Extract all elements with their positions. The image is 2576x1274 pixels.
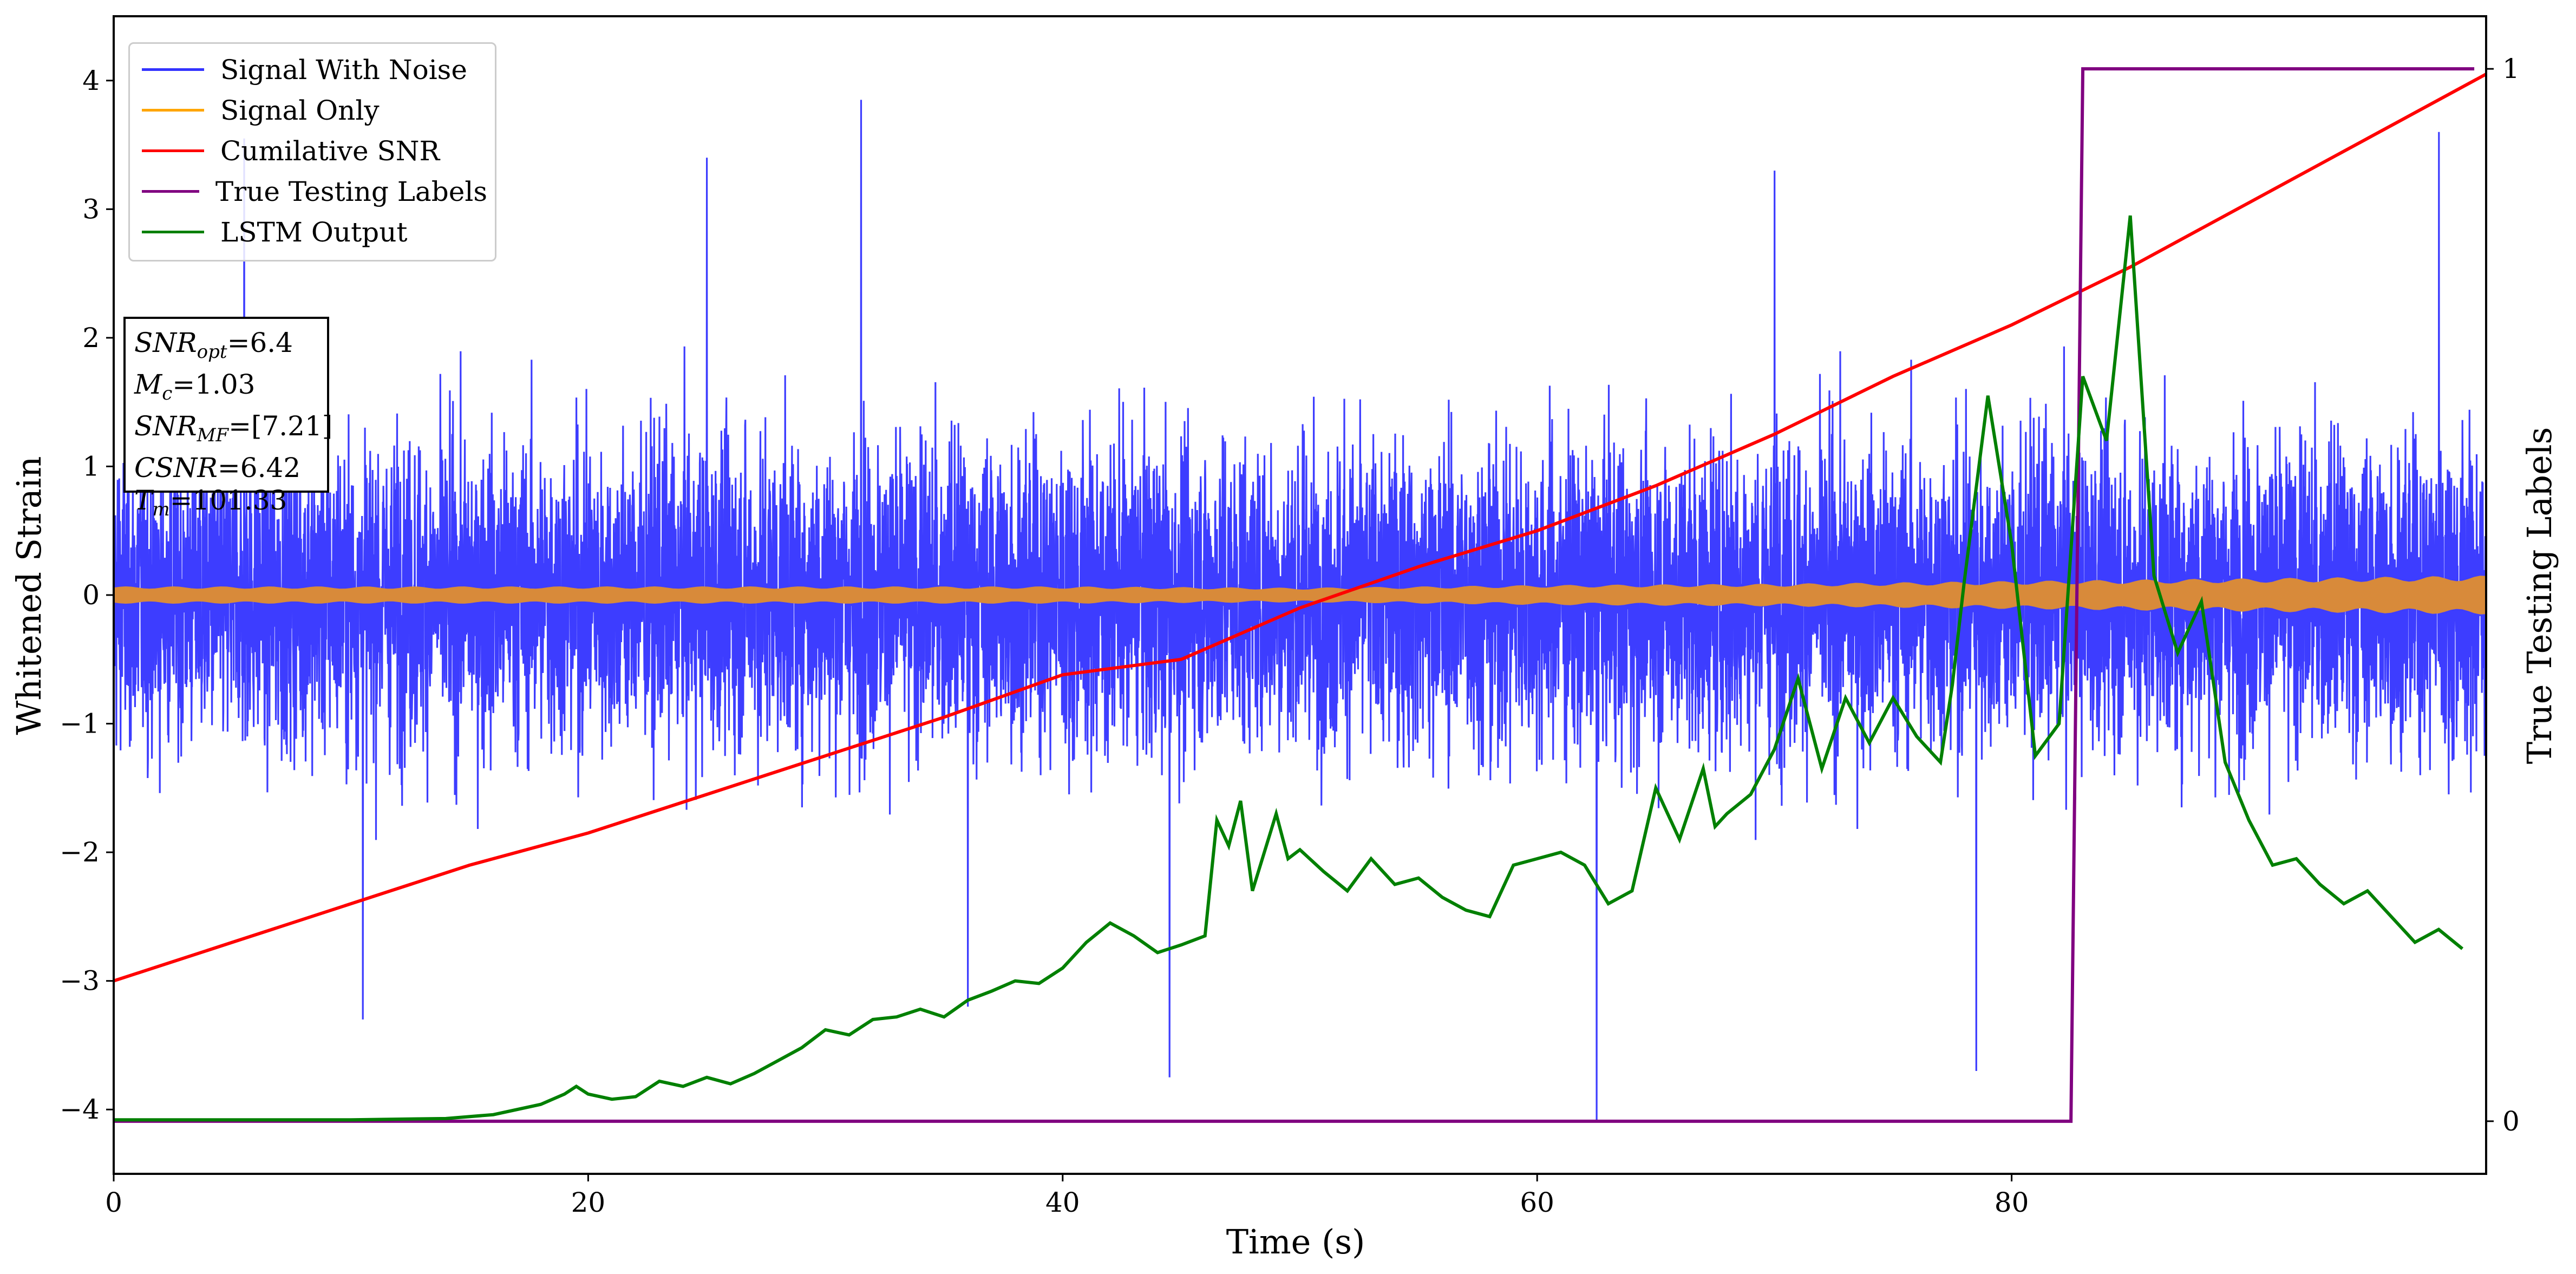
legend-item: LSTM Output xyxy=(138,212,487,252)
annotation-line: Mc=1.03 xyxy=(134,368,318,410)
legend-item: Signal With Noise xyxy=(138,49,487,90)
legend-swatch xyxy=(142,231,204,233)
legend-swatch xyxy=(142,109,204,112)
series-signal-only xyxy=(114,576,2486,615)
y-tick-label: 2 xyxy=(82,322,100,354)
y-tick-label: −3 xyxy=(60,965,100,997)
x-tick-label: 60 xyxy=(1520,1187,1554,1218)
series-lstm-output xyxy=(114,215,2464,1122)
annotation-symbol: Tm xyxy=(134,485,170,520)
legend: Signal With Noise Signal Only Cumilative S… xyxy=(128,42,496,262)
x-tick-label: 80 xyxy=(1995,1187,2029,1218)
legend-label: LSTM Output xyxy=(220,216,408,248)
x-tick-label: 0 xyxy=(105,1187,122,1218)
annotation-line: SNRMF=[7.21] xyxy=(134,410,332,452)
annotation-subscript: c xyxy=(162,383,173,404)
legend-swatch xyxy=(142,149,204,152)
series-cumulative-snr xyxy=(114,73,2486,983)
legend-label: True Testing Labels xyxy=(215,175,487,207)
legend-swatch xyxy=(142,68,204,71)
y2-tick-label: 0 xyxy=(2502,1106,2520,1137)
annotation-value: =101.33 xyxy=(169,485,287,516)
annotation-symbol: SNRMF xyxy=(134,410,229,446)
y-tick-label: 0 xyxy=(82,579,100,611)
annotation-symbol: CSNR xyxy=(134,452,218,484)
annotation-box: SNRopt=6.4 Mc=1.03 SNRMF=[7.21] CSNR=6.42 Tm… xyxy=(123,317,332,520)
annotation-subscript: opt xyxy=(197,341,227,363)
y2-axis-title: True Testing Labels xyxy=(2520,427,2559,765)
legend-item: Signal Only xyxy=(138,90,487,130)
y-tick-label: 1 xyxy=(82,450,100,482)
y-tick-label: −1 xyxy=(60,708,100,740)
annotation-line: SNRopt=6.4 xyxy=(134,326,318,368)
legend-item: Cumilative SNR xyxy=(138,130,487,171)
annotation-value: =6.4 xyxy=(227,327,293,358)
series-signal-with-noise xyxy=(114,100,2486,1123)
y-tick-label: −4 xyxy=(60,1094,100,1125)
legend-label: Cumilative SNR xyxy=(220,135,440,167)
legend-label: Signal With Noise xyxy=(220,54,467,86)
annotation-subscript: m xyxy=(152,499,170,520)
legend-item: True Testing Labels xyxy=(138,171,487,212)
annotation-value: =[7.21] xyxy=(228,410,333,442)
y-tick-label: −2 xyxy=(60,837,100,868)
annotation-value: =6.42 xyxy=(217,452,301,484)
annotation-symbol: SNRopt xyxy=(134,327,227,363)
x-tick-label: 20 xyxy=(571,1187,606,1218)
x-axis-title: Time (s) xyxy=(1226,1222,1365,1262)
annotation-subscript: MF xyxy=(197,424,229,446)
y-tick-label: 3 xyxy=(82,193,100,225)
legend-label: Signal Only xyxy=(220,94,380,126)
annotation-line: Tm=101.33 xyxy=(134,484,318,526)
y-tick-label: 4 xyxy=(82,65,100,96)
legend-swatch xyxy=(142,190,199,193)
annotation-symbol: Mc xyxy=(134,369,173,404)
y2-tick-label: 1 xyxy=(2502,53,2520,84)
series-true-testing-labels xyxy=(114,67,2475,1123)
y-axis-title: Whitened Strain xyxy=(9,456,49,735)
annotation-line: CSNR=6.42 xyxy=(134,452,318,484)
annotation-value: =1.03 xyxy=(172,369,256,400)
x-tick-label: 40 xyxy=(1045,1187,1080,1218)
